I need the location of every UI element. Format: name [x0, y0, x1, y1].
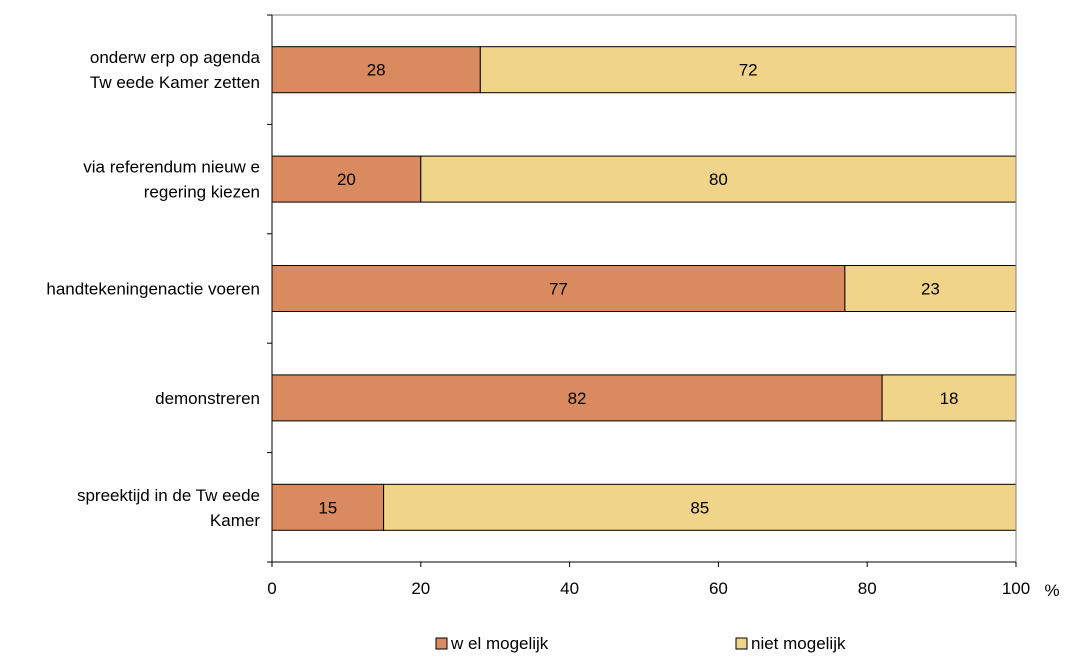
x-tick-label: 40 [560, 579, 579, 598]
legend-swatch-wel [435, 637, 448, 650]
bar-segment-wel-3 [271, 374, 883, 422]
legend-label: w el mogelijk [450, 634, 549, 653]
category-label: handtekeningenactie voeren [46, 280, 260, 299]
category-label: spreektijd in de Tw eede Kamer [77, 486, 260, 530]
data-label: 80 [709, 170, 728, 189]
data-label: 23 [921, 280, 940, 299]
bar-segment-wel-2 [271, 265, 846, 312]
bar-segment-niet-4 [383, 483, 1017, 531]
data-label: 28 [367, 61, 386, 80]
category-label-line: onderw erp op agenda [90, 48, 261, 67]
data-label: 15 [318, 498, 337, 517]
x-axis-unit-label: % [1044, 581, 1059, 600]
legend: w el mogelijk niet mogelijk [435, 634, 846, 653]
category-label: via referendum nieuw e regering kiezen [83, 158, 260, 202]
data-label: 18 [940, 389, 959, 408]
legend-label: niet mogelijk [751, 634, 846, 653]
category-label: onderw erp op agenda Tw eede Kamer zetten [90, 48, 261, 92]
x-tick-label: 100 [1002, 579, 1030, 598]
bar-segment-niet-0 [479, 46, 1017, 94]
x-tick-label: 0 [267, 579, 276, 598]
legend-swatch-niet [735, 637, 748, 650]
data-label: 77 [549, 280, 568, 299]
bars-layer: 28 72 20 80 77 23 82 18 15 85 [271, 46, 1017, 531]
category-label-line: handtekeningenactie voeren [46, 280, 260, 299]
bar-segment-niet-2 [844, 265, 1017, 312]
category-label-line: via referendum nieuw e [83, 158, 260, 177]
category-label-line: Tw eede Kamer zetten [90, 73, 260, 92]
bar-segment-niet-3 [881, 374, 1017, 422]
axes-layer [267, 14, 1017, 567]
data-label: 20 [337, 170, 356, 189]
x-tick-label: 80 [858, 579, 877, 598]
category-label: demonstreren [155, 389, 260, 408]
x-tick-label: 60 [709, 579, 728, 598]
category-label-line: regering kiezen [144, 183, 260, 202]
x-tick-label: 20 [411, 579, 430, 598]
category-label-line: spreektijd in de Tw eede [77, 486, 260, 505]
category-label-line: demonstreren [155, 389, 260, 408]
data-label: 72 [739, 61, 758, 80]
category-labels: onderw erp op agenda Tw eede Kamer zetten… [46, 48, 260, 530]
bar-segment-niet-1 [420, 155, 1017, 203]
data-label: 85 [690, 498, 709, 517]
data-label: 82 [568, 389, 587, 408]
category-label-line: Kamer [210, 511, 260, 530]
bar-segment-wel-0 [271, 46, 481, 94]
bar-segment-wel-1 [271, 155, 422, 203]
x-tick-labels: 0 20 40 60 80 100 [267, 579, 1030, 598]
